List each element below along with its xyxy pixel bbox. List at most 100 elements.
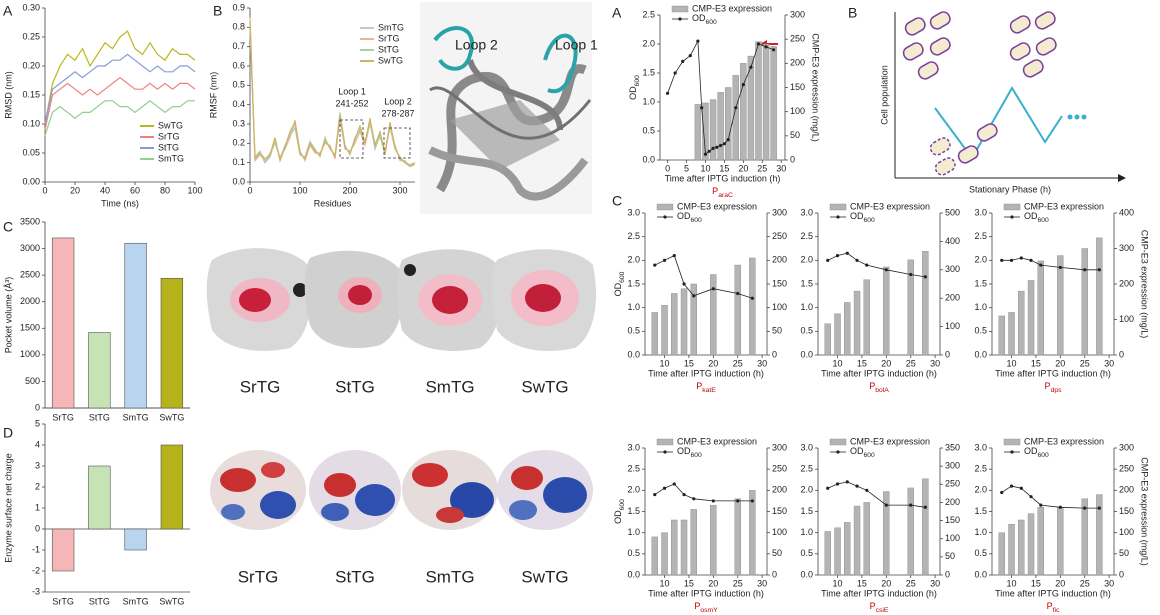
structure-label: Loop 2 — [455, 37, 498, 53]
point — [909, 503, 913, 507]
y-axis-label: RMSF (nm) — [208, 72, 218, 119]
bar — [709, 99, 717, 161]
point — [672, 482, 676, 486]
legend-swatch — [663, 450, 667, 454]
x-tick-label: 15 — [684, 358, 694, 368]
text-part: 600 — [691, 452, 703, 459]
chart-title: PcsiE — [870, 601, 889, 613]
y-tick-label: 2.0 — [800, 485, 813, 495]
y-tick-label: 0.9 — [232, 2, 245, 12]
bar — [661, 532, 668, 576]
bar — [88, 332, 111, 409]
point — [845, 480, 849, 484]
legend-label: OD600 — [850, 446, 875, 458]
point — [1083, 506, 1087, 510]
bar — [1057, 507, 1064, 576]
surface-label: StTG — [335, 377, 375, 396]
legend-label: SrTG — [378, 33, 400, 43]
structure-label: Loop 1 — [555, 37, 598, 53]
text-part: OD — [1024, 211, 1038, 221]
y-tick-label: 0.0 — [974, 349, 987, 359]
bar — [1096, 237, 1103, 356]
bar — [1008, 312, 1015, 356]
y-tick-label: 0.8 — [232, 22, 245, 32]
text-part: 600 — [619, 499, 626, 511]
y2-tick-label: 0 — [1119, 569, 1124, 579]
structure-image — [420, 2, 592, 214]
charge-label: SwTG — [521, 567, 568, 586]
point — [764, 45, 768, 49]
y-axis-label: OD600 — [628, 75, 640, 100]
y-tick-label: 5 — [35, 418, 40, 428]
y-tick-label: 2.5 — [974, 464, 987, 474]
point — [700, 106, 704, 110]
x-tick-label: 200 — [342, 185, 357, 195]
x-tick-label: 10 — [1007, 578, 1017, 588]
bar — [824, 531, 831, 576]
text-part: P — [870, 601, 876, 611]
point — [855, 484, 859, 488]
x-tick-label: 80 — [160, 185, 170, 195]
bar — [651, 312, 658, 356]
legend-label: OD600 — [1024, 446, 1049, 458]
text-part: OD — [613, 510, 623, 524]
y-tick-label: 0 — [35, 523, 40, 533]
y2-tick-label: 400 — [1119, 207, 1134, 217]
bar — [907, 487, 914, 576]
text-part: OD — [628, 86, 638, 100]
bar — [124, 242, 147, 409]
bar — [853, 505, 861, 576]
legend-label: SrTG — [158, 131, 180, 141]
x-axis-label: Residues — [314, 198, 352, 208]
point — [736, 291, 740, 296]
bar — [671, 519, 678, 576]
line — [827, 481, 926, 508]
point — [756, 42, 761, 46]
point — [826, 486, 830, 490]
y-tick-label: 3.0 — [800, 442, 813, 452]
x-tick-label: 25 — [733, 358, 743, 368]
y-tick-label: 0.30 — [22, 2, 40, 12]
point — [665, 91, 670, 95]
x-tick-label: 15 — [1031, 358, 1041, 368]
y-tick-label: 3500 — [20, 216, 40, 226]
line — [654, 255, 753, 299]
legend-swatch — [663, 215, 667, 219]
point — [1009, 484, 1014, 488]
bar — [844, 302, 851, 356]
point — [703, 152, 708, 156]
point — [1097, 268, 1101, 272]
point — [835, 482, 840, 486]
y2-tick-label: 250 — [1119, 464, 1134, 474]
y-tick-label: 2.0 — [974, 255, 987, 265]
y-tick-label: 0.1 — [232, 157, 245, 167]
x-tick-label: 20 — [1055, 578, 1065, 588]
text-part: fic — [1053, 607, 1060, 614]
text-part: P — [869, 381, 875, 391]
y-tick-label: 2.5 — [800, 231, 813, 241]
legend-label: CMP-E3 expression — [1024, 436, 1104, 446]
y2-tick-label: 50 — [772, 326, 782, 336]
y-tick-label: 0.0 — [627, 349, 640, 359]
y2-tick-label: 50 — [1119, 548, 1129, 558]
panel-letter: C — [612, 193, 622, 209]
y2-tick-label: 200 — [772, 485, 787, 495]
y-axis-label: RMSD (nm) — [3, 71, 13, 119]
y-tick-label: 0.0 — [627, 569, 640, 579]
legend-label: CMP-E3 expression — [677, 201, 757, 211]
bar — [690, 509, 697, 576]
text-part: 600 — [691, 217, 703, 224]
x-tick-label: 20 — [881, 578, 891, 588]
bar — [998, 532, 1005, 576]
diagram-xlabel: Stationary Phase (h) — [969, 184, 1051, 194]
y-tick-label: 3.0 — [974, 207, 987, 217]
y-tick-label: 1.5 — [974, 506, 987, 516]
line — [1001, 485, 1100, 509]
y2-tick-label: 250 — [945, 479, 960, 489]
point — [1019, 256, 1023, 260]
panel-letter: A — [3, 3, 13, 19]
x-axis-label: Time after IPTG induction (h) — [665, 173, 781, 183]
y-tick-label: 0.10 — [22, 118, 40, 128]
y-tick-label: 1.0 — [642, 96, 655, 106]
